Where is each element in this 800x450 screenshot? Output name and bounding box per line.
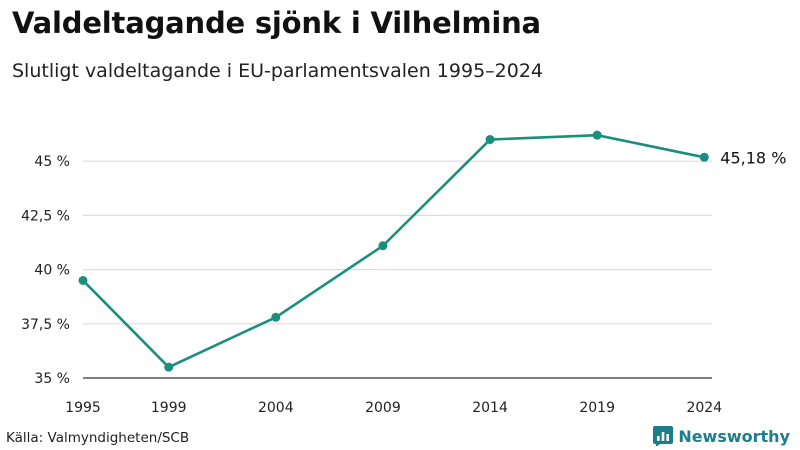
x-tick-label: 2009 [365, 400, 401, 416]
bar-chart-icon [653, 426, 674, 446]
brand-logo: Newsworthy [653, 426, 790, 446]
brand-name: Newsworthy [678, 426, 790, 446]
data-point [78, 275, 88, 285]
y-tick-label: 45 % [34, 154, 70, 170]
x-tick-label: 2024 [686, 400, 722, 416]
chart-title: Valdeltagande sjönk i Vilhelmina [12, 6, 541, 40]
source-note: Källa: Valmyndigheten/SCB [6, 430, 190, 446]
y-tick-label: 42,5 % [21, 208, 70, 224]
data-point [271, 312, 281, 322]
y-tick-label: 35 % [34, 371, 70, 387]
series-line [82, 133, 705, 369]
x-tick-label: 2014 [472, 400, 508, 416]
data-point [485, 135, 495, 145]
data-point [592, 130, 602, 140]
end-value-label: 45,18 % [720, 148, 786, 167]
y-tick-label: 40 % [34, 263, 70, 279]
y-tick-label: 37,5 % [21, 317, 70, 333]
data-point [378, 241, 388, 251]
x-tick-label: 2004 [258, 400, 294, 416]
x-tick-label: 1995 [65, 400, 101, 416]
x-tick-label: 1999 [151, 400, 187, 416]
data-point [164, 362, 174, 372]
data-point [699, 152, 709, 162]
x-tick-label: 2019 [579, 400, 615, 416]
chart-subtitle: Slutligt valdeltagande i EU-parlamentsva… [12, 60, 544, 82]
